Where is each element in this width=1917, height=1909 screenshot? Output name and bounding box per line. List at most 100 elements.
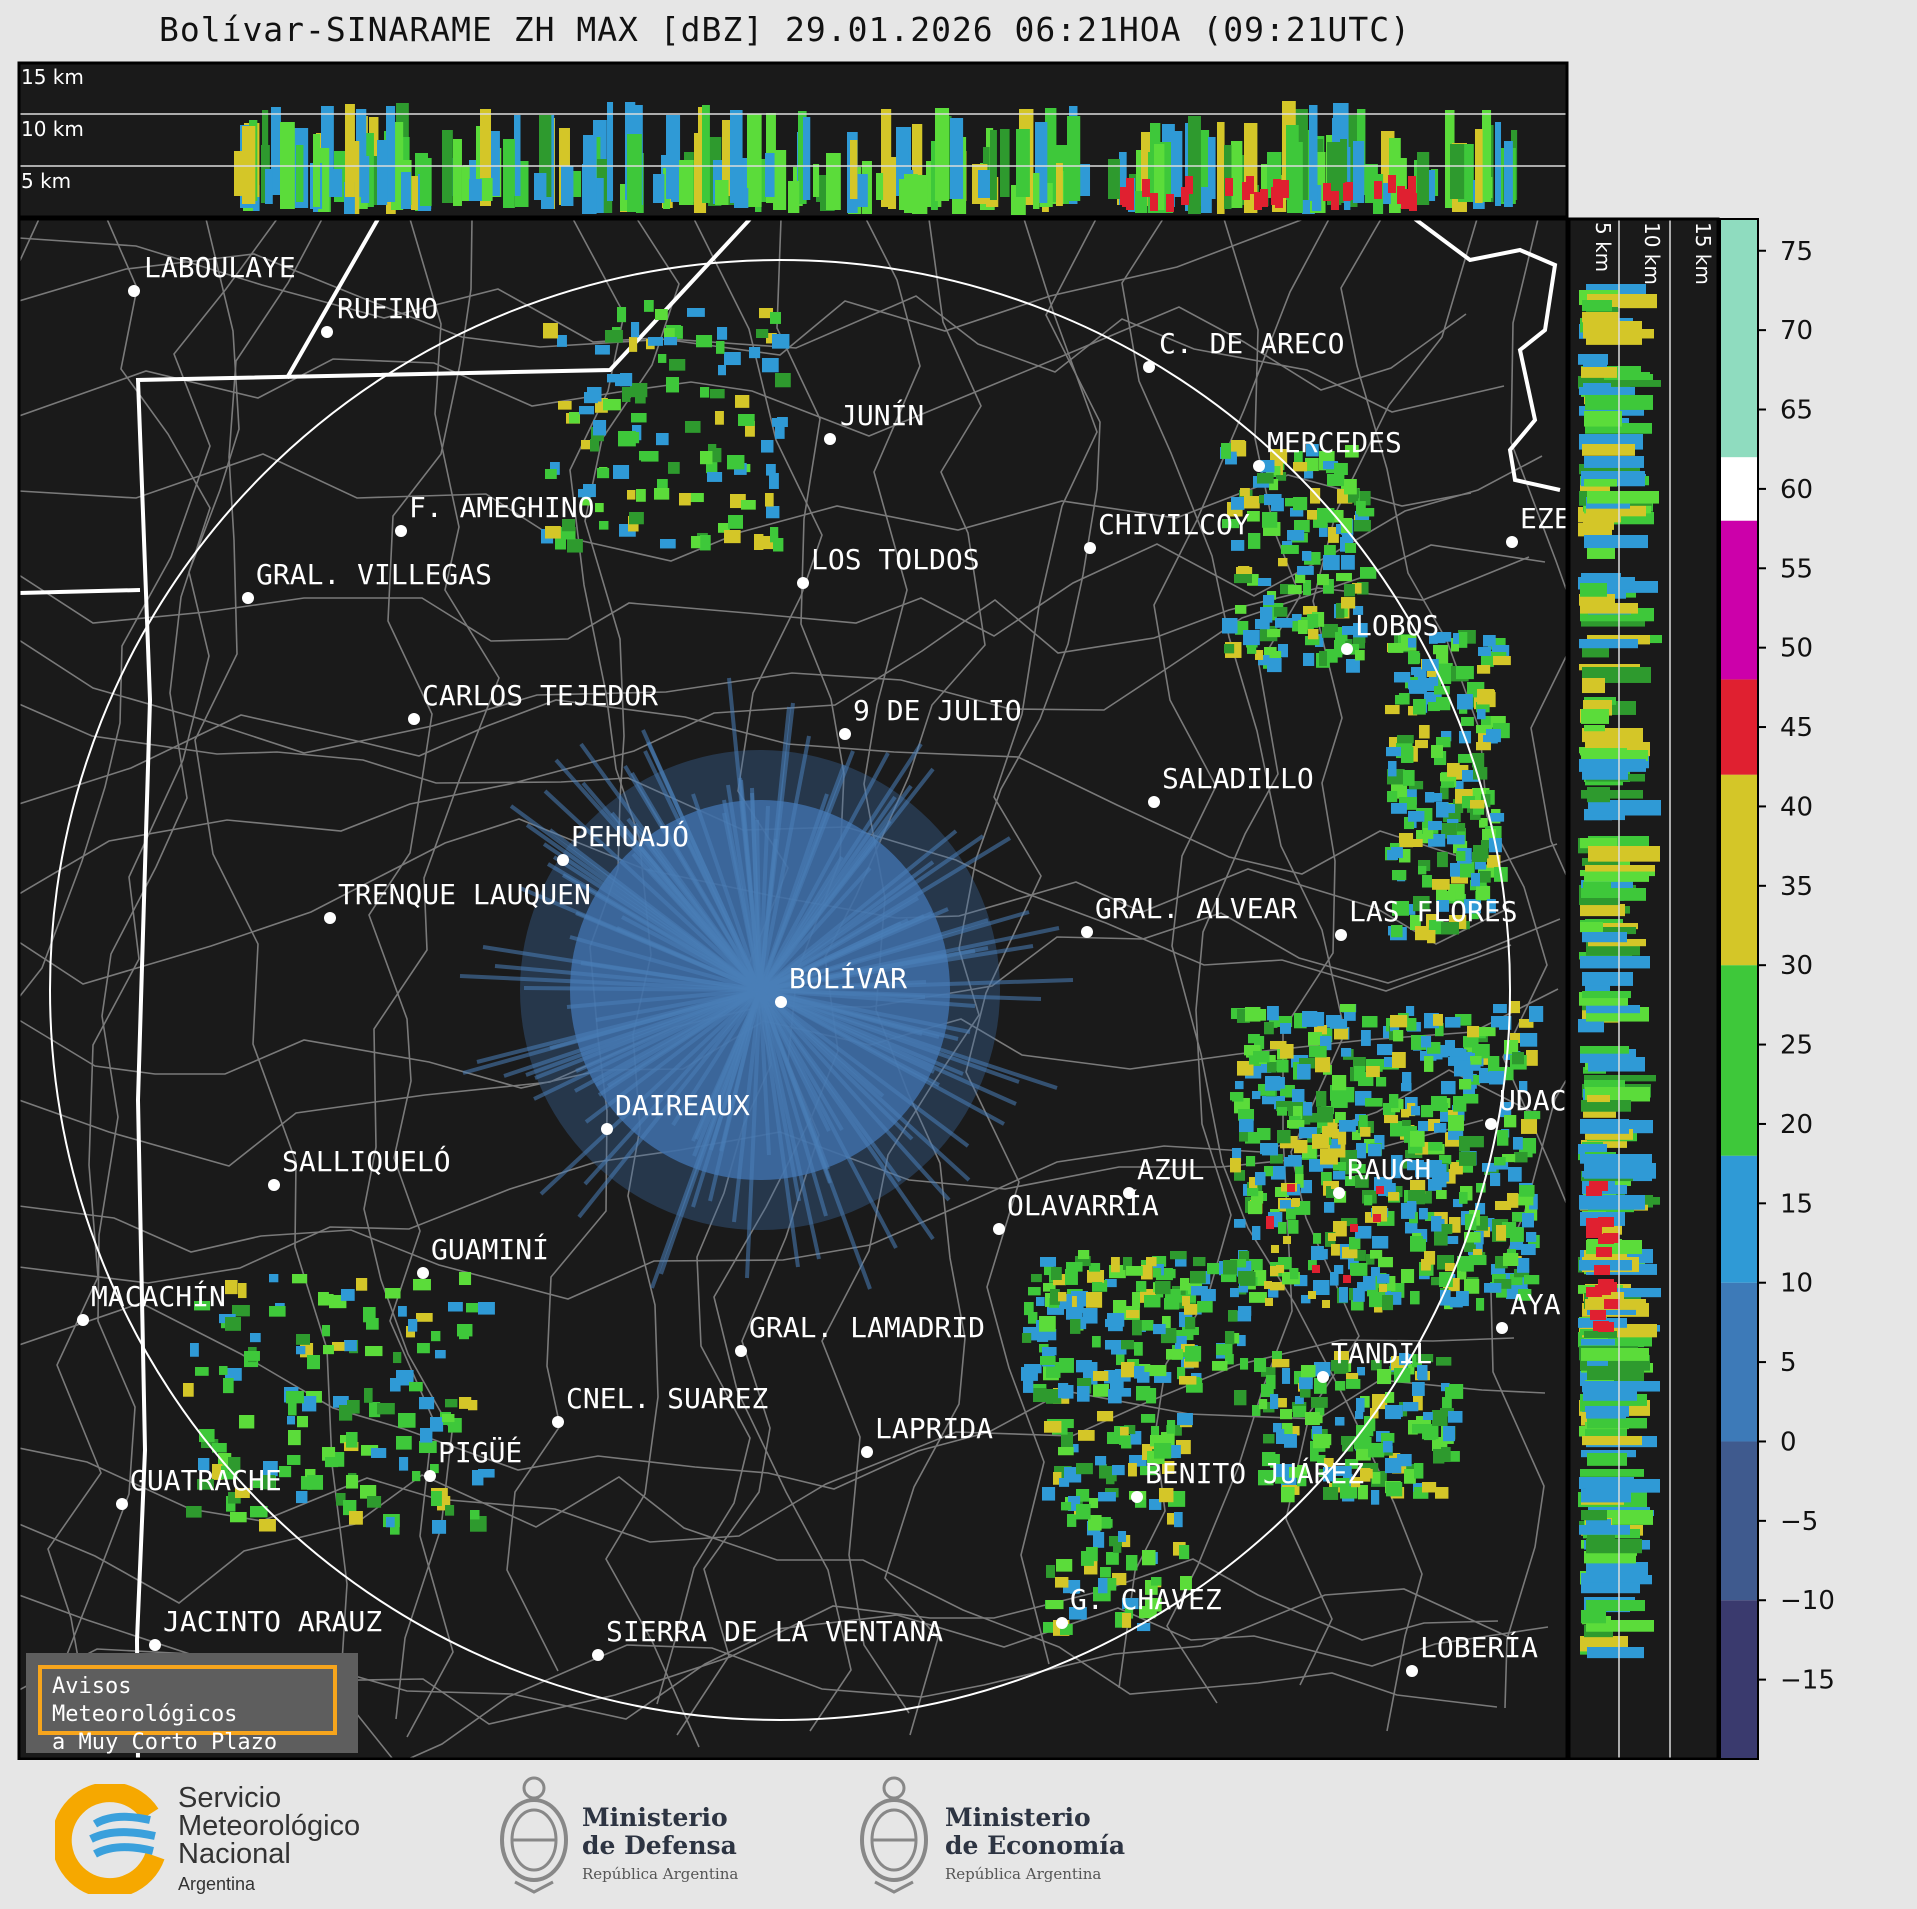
city-marker	[775, 996, 787, 1008]
warning-link[interactable]: Avisos Meteorológicos a Muy Corto Plazo	[38, 1665, 337, 1755]
city-marker	[1084, 542, 1096, 554]
warning-line-1: Avisos Meteorológicos	[52, 1674, 238, 1727]
city-label: LOBOS	[1355, 609, 1439, 642]
side-height-label-10: 10 km	[1640, 222, 1664, 285]
city-marker	[993, 1223, 1005, 1235]
top-height-label-10: 10 km	[21, 117, 84, 141]
city-label: JACINTO ARAUZ	[163, 1605, 382, 1638]
city-label: OLAVARRÍA	[1007, 1188, 1159, 1222]
footer-logos: Servicio Meteorológico Nacional Argentin…	[0, 1758, 1917, 1909]
city-label: EZE	[1520, 502, 1571, 535]
city-label: LOS TOLDOS	[811, 543, 980, 576]
city-label: GRAL. LAMADRID	[749, 1311, 985, 1344]
city-marker	[128, 285, 140, 297]
city-marker	[1056, 1617, 1068, 1629]
warning-line-2: a Muy Corto Plazo	[52, 1730, 278, 1755]
colorbar-tick-label: 70	[1780, 316, 1813, 346]
city-label: SIERRA DE LA VENTANA	[606, 1615, 943, 1648]
colorbar-segment	[1720, 520, 1758, 680]
city-markers: LABOULAYE RUFINO C. DE ARECO JUNÍN MERCEDES F…	[77, 251, 1571, 1677]
colorbar-tick-label: 20	[1780, 1110, 1813, 1140]
city-label: RAUCH	[1347, 1153, 1431, 1186]
smn-line-1: Servicio	[178, 1782, 282, 1814]
city-marker	[557, 854, 569, 866]
city-marker	[1335, 929, 1347, 941]
colorbar-segment	[1720, 457, 1758, 521]
city-label: C. DE ARECO	[1159, 327, 1344, 360]
city-label: 9 DE JULIO	[853, 694, 1022, 727]
city-label: GUAMINÍ	[431, 1232, 549, 1266]
colorbar-tick-label: 5	[1780, 1348, 1797, 1378]
city-marker	[324, 912, 336, 924]
range-ring	[49, 259, 1511, 1721]
city-marker	[1506, 536, 1518, 548]
city-label: GRAL. ALVEAR	[1095, 892, 1297, 925]
city-marker	[116, 1498, 128, 1510]
top-height-label-15: 15 km	[21, 65, 84, 89]
colorbar-tick-label: 45	[1780, 713, 1813, 743]
page-title: Bolívar-SINARAME ZH MAX [dBZ] 29.01.2026…	[158, 10, 1412, 49]
city-marker	[1143, 361, 1155, 373]
economia-line-2: de Economía	[945, 1831, 1126, 1860]
economia-seal-icon	[860, 1776, 928, 1894]
side-height-label-5: 5 km	[1591, 222, 1615, 272]
city-marker	[1496, 1322, 1508, 1334]
colorbar-tick-label: −10	[1780, 1586, 1835, 1616]
economia-sub: República Argentina	[945, 1865, 1102, 1883]
top-height-panel: 15 km 10 km 5 km	[17, 61, 1569, 219]
city-marker	[242, 592, 254, 604]
city-label: BENITO JUÁREZ	[1145, 1456, 1364, 1490]
city-label: GUATRACHE	[130, 1464, 282, 1497]
city-label: TANDIL	[1331, 1337, 1432, 1370]
colorbar-segment	[1720, 774, 1758, 966]
city-label: LABOULAYE	[144, 251, 296, 284]
city-label: BOLÍVAR	[789, 961, 907, 995]
top-height-label-5: 5 km	[21, 169, 71, 193]
city-marker	[552, 1416, 564, 1428]
city-marker	[1123, 1187, 1135, 1199]
city-label: PEHUAJÓ	[571, 819, 689, 853]
city-label: CNEL. SUAREZ	[566, 1382, 768, 1415]
colorbar-tick-label: 55	[1780, 554, 1813, 584]
radar-map: LABOULAYE RUFINO C. DE ARECO JUNÍN MERCEDES F…	[17, 217, 1571, 1760]
city-marker	[424, 1470, 436, 1482]
city-label: SALLIQUELÓ	[282, 1144, 451, 1178]
city-label: SALADILLO	[1162, 762, 1314, 795]
defensa-line-1: Ministerio	[582, 1803, 728, 1832]
city-marker	[1485, 1118, 1497, 1130]
colorbar-segment	[1720, 965, 1758, 1156]
city-label: G. CHAVEZ	[1070, 1583, 1222, 1616]
city-label: F. AMEGHINO	[409, 491, 594, 524]
defensa-seal-icon	[500, 1776, 568, 1894]
city-marker	[1081, 926, 1093, 938]
colorbar-segment	[1720, 1600, 1758, 1759]
colorbar-segment	[1720, 1441, 1758, 1601]
city-label: CHIVILCOY	[1098, 508, 1250, 541]
smn-line-3: Nacional	[178, 1838, 291, 1870]
colorbar-tick-label: 30	[1780, 951, 1813, 981]
smn-logo-text: Servicio Meteorológico Nacional Argentin…	[178, 1784, 360, 1898]
smn-country: Argentina	[178, 1874, 256, 1894]
city-label: PIGÜÉ	[438, 1435, 522, 1469]
colorbar-segment	[1720, 679, 1758, 775]
city-label: MERCEDES	[1267, 426, 1402, 459]
city-marker	[1406, 1665, 1418, 1677]
colorbar-tick-label: 75	[1780, 237, 1813, 267]
colorbar-tick-label: 10	[1780, 1269, 1813, 1299]
city-label: CARLOS TEJEDOR	[422, 679, 658, 712]
city-label: MACACHÍN	[91, 1279, 226, 1313]
city-label: AZUL	[1137, 1153, 1204, 1186]
smn-line-2: Meteorológico	[178, 1810, 361, 1842]
city-marker	[861, 1446, 873, 1458]
city-marker	[1333, 1187, 1345, 1199]
city-marker	[321, 326, 333, 338]
city-marker	[395, 525, 407, 537]
radar-figure: 15 km 10 km 5 km LABOULAYE RUFINO C. DE AR…	[17, 61, 1835, 1760]
city-label: LAS FLORES	[1349, 895, 1518, 928]
economia-line-1: Ministerio	[945, 1803, 1091, 1832]
colorbar-tick-label: 50	[1780, 634, 1813, 664]
city-marker	[1148, 796, 1160, 808]
side-height-panel: 5 km 10 km 15 km	[1567, 217, 1720, 1760]
colorbar-tick-label: −5	[1780, 1507, 1818, 1537]
